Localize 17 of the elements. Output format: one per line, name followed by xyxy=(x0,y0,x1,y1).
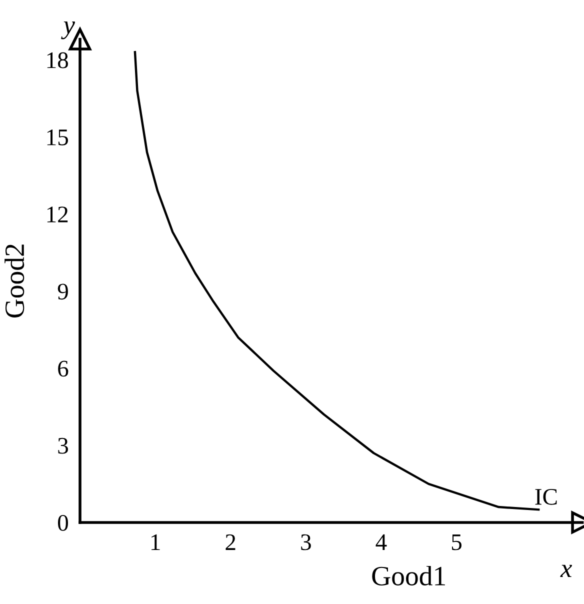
y-tick-label: 12 xyxy=(47,206,68,222)
y-tick-label: 9 xyxy=(58,284,68,300)
x-tick-label: 4 xyxy=(376,534,387,550)
y-axis-title: Good2 xyxy=(4,244,24,318)
text: y xyxy=(61,21,75,40)
x-tick-label: 3 xyxy=(301,534,311,550)
x-tick-label: 5 xyxy=(452,534,462,550)
text: x xyxy=(560,564,572,578)
y-tick-label: 3 xyxy=(58,438,68,454)
x-tick-label: 2 xyxy=(226,534,236,550)
x-tick-label: 1 xyxy=(151,534,160,550)
x-axis-title: Good1 xyxy=(372,566,445,586)
series-label: IC xyxy=(535,488,557,505)
y-tick-label: 0 xyxy=(58,514,68,531)
y-tick-label: 6 xyxy=(58,360,68,377)
y-tick-label: 18 xyxy=(47,52,68,68)
y-tick-label: 15 xyxy=(47,130,68,146)
